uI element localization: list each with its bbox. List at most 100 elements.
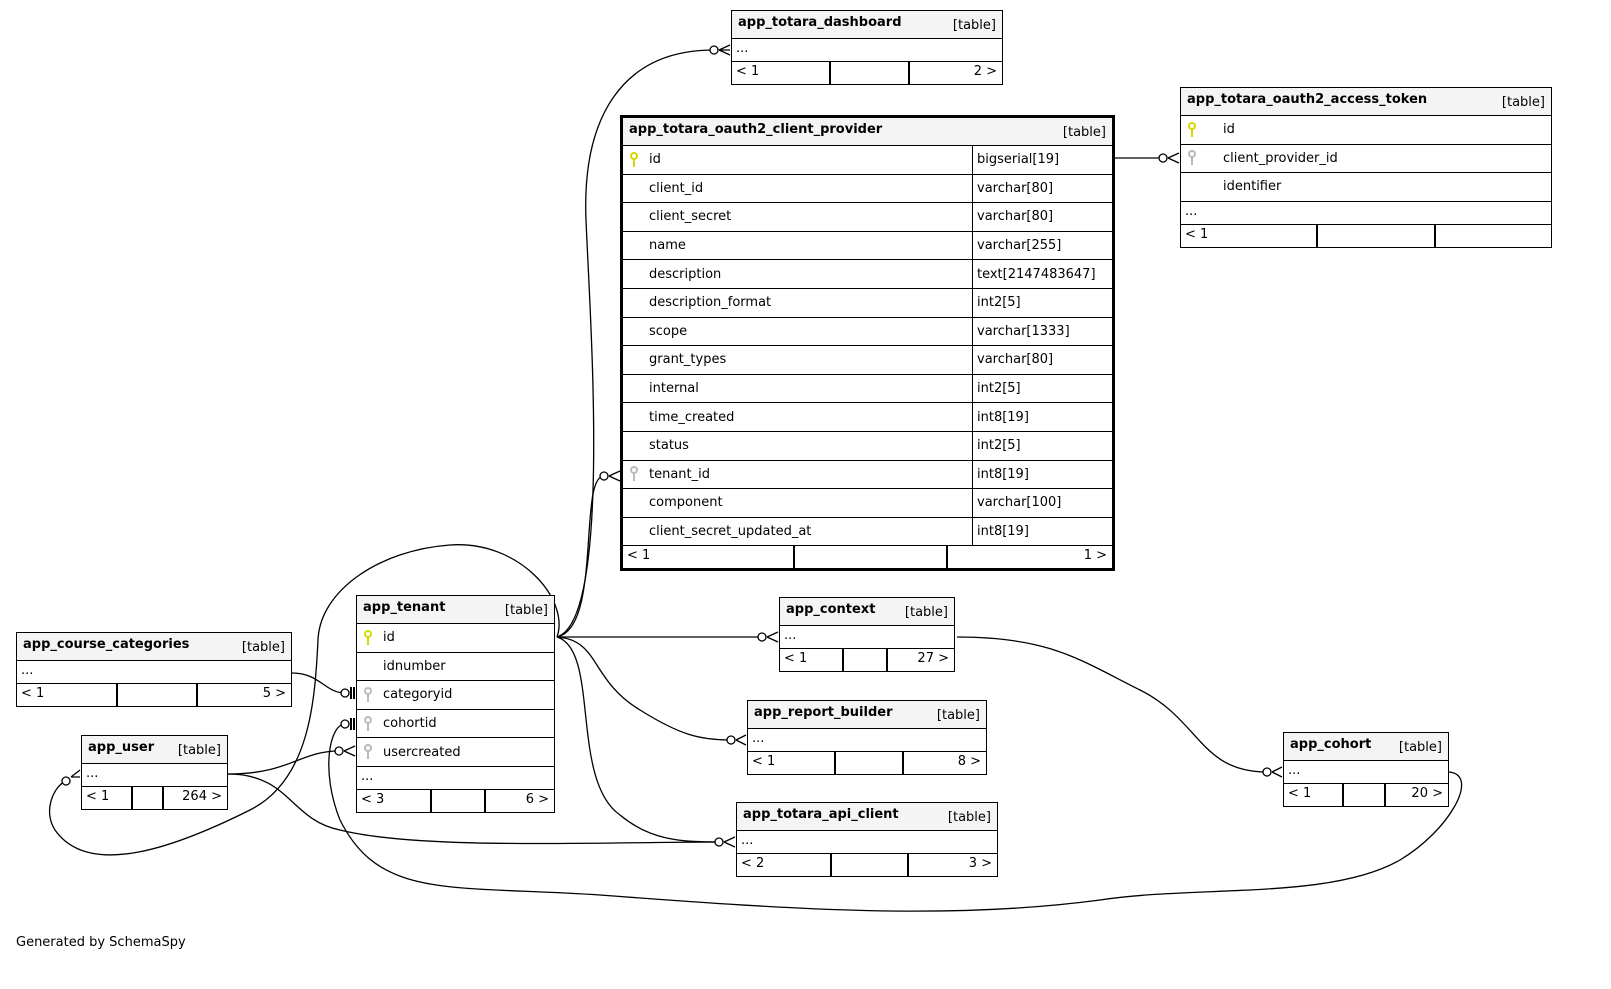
- footer-divider: [1342, 784, 1344, 806]
- no-key-spacer: [629, 524, 643, 540]
- column-type: int2[5]: [972, 431, 1112, 460]
- column-row[interactable]: categoryid: [357, 681, 554, 710]
- table-app-context[interactable]: app_context [table]... < 1 27 >: [779, 597, 955, 672]
- table-header[interactable]: app_course_categories [table]: [17, 633, 291, 661]
- column-row[interactable]: cohortid: [357, 710, 554, 739]
- children-count[interactable]: 5 >: [262, 686, 286, 701]
- children-count[interactable]: 8 >: [957, 754, 981, 769]
- column-row[interactable]: grant_types varchar[80]: [623, 346, 1112, 375]
- more-columns-row[interactable]: ...: [1181, 202, 1551, 225]
- table-header[interactable]: app_cohort [table]: [1284, 733, 1448, 761]
- column-row[interactable]: usercreated: [357, 738, 554, 767]
- column-row[interactable]: tenant_id int8[19]: [623, 460, 1112, 490]
- children-count[interactable]: 1 >: [1083, 548, 1107, 564]
- more-columns-row[interactable]: ...: [357, 767, 554, 790]
- table-footer: < 1 5 >: [17, 684, 291, 706]
- table-app-report-builder[interactable]: app_report_builder [table]... < 1 8 >: [747, 700, 987, 775]
- column-row[interactable]: identifier: [1181, 173, 1551, 202]
- column-row[interactable]: internal int2[5]: [623, 374, 1112, 404]
- primary-key-icon: [363, 629, 377, 646]
- more-columns-row[interactable]: ...: [732, 39, 1002, 62]
- more-columns-row[interactable]: ...: [780, 626, 954, 649]
- parents-count[interactable]: < 1: [1288, 786, 1312, 801]
- more-columns-row[interactable]: ...: [748, 729, 986, 752]
- foreign-key-icon: [363, 715, 377, 732]
- footer-divider: [430, 789, 432, 812]
- footer-divider: [1434, 224, 1436, 247]
- table-name: app_context: [786, 602, 876, 617]
- more-columns-row[interactable]: ...: [737, 831, 997, 854]
- parents-count[interactable]: < 1: [784, 651, 808, 666]
- parents-count[interactable]: < 3: [361, 791, 385, 807]
- column-name: categoryid: [383, 687, 453, 703]
- children-count[interactable]: 2 >: [973, 64, 997, 79]
- children-count[interactable]: 20 >: [1411, 786, 1443, 801]
- column-row[interactable]: idnumber: [357, 653, 554, 682]
- table-header[interactable]: app_totara_oauth2_access_token [table]: [1181, 88, 1551, 116]
- no-key-spacer: [629, 266, 643, 282]
- column-row[interactable]: name varchar[255]: [623, 231, 1112, 261]
- footer-divider: [1316, 224, 1318, 247]
- parents-count[interactable]: < 1: [86, 789, 110, 804]
- table-name: app_totara_oauth2_access_token: [1187, 92, 1428, 107]
- footer-divider: [162, 787, 164, 809]
- more-columns-row[interactable]: ...: [82, 764, 227, 787]
- table-app-course-categories[interactable]: app_course_categories [table]... < 1 5 >: [16, 632, 292, 707]
- table-app-totara-oauth2-client-provider[interactable]: app_totara_oauth2_client_provider [table]…: [620, 115, 1115, 572]
- column-row[interactable]: time_created int8[19]: [623, 403, 1112, 432]
- column-name: idnumber: [383, 658, 446, 674]
- column-row[interactable]: client_id varchar[80]: [623, 174, 1112, 204]
- table-app-user[interactable]: app_user [table]... < 1 264 >: [81, 735, 228, 810]
- column-row[interactable]: client_secret_updated_at int8[19]: [623, 517, 1112, 547]
- children-count[interactable]: 264 >: [182, 789, 222, 804]
- column-row[interactable]: status int2[5]: [623, 431, 1112, 461]
- footer-divider: [908, 62, 910, 84]
- column-row[interactable]: client_provider_id: [1181, 145, 1551, 174]
- table-type-label: [table]: [177, 743, 221, 758]
- children-count[interactable]: 27 >: [917, 651, 949, 666]
- column-row[interactable]: description_format int2[5]: [623, 288, 1112, 318]
- table-app-cohort[interactable]: app_cohort [table]... < 1 20 >: [1283, 732, 1449, 807]
- table-header[interactable]: app_totara_dashboard [table]: [732, 11, 1002, 39]
- table-header[interactable]: app_totara_oauth2_client_provider [table]: [623, 118, 1112, 146]
- table-app-tenant[interactable]: app_tenant [table] id idnumber categoryid coh…: [356, 595, 555, 813]
- parents-count[interactable]: < 2: [741, 856, 765, 871]
- footer-divider: [886, 649, 888, 671]
- column-row[interactable]: id bigserial[19]: [623, 146, 1112, 175]
- table-header[interactable]: app_report_builder [table]: [748, 701, 986, 729]
- parents-count[interactable]: < 1: [1185, 226, 1209, 242]
- table-header[interactable]: app_user [table]: [82, 736, 227, 764]
- column-name: grant_types: [649, 352, 727, 368]
- more-columns-row[interactable]: ...: [1284, 761, 1448, 784]
- no-key-spacer: [629, 180, 643, 196]
- edge-user-tenant: [227, 750, 340, 775]
- table-app-totara-oauth2-access-token[interactable]: app_totara_oauth2_access_token [table] id c…: [1180, 87, 1552, 248]
- column-name: time_created: [649, 409, 735, 425]
- table-header[interactable]: app_totara_api_client [table]: [737, 803, 997, 831]
- edge-tenant-api-client: [556, 636, 720, 843]
- table-name: app_report_builder: [754, 705, 893, 720]
- table-header[interactable]: app_tenant [table]: [357, 596, 554, 624]
- edge-context-cohort: [956, 636, 1268, 773]
- children-count[interactable]: 3 >: [968, 856, 992, 871]
- parents-count[interactable]: < 1: [736, 64, 760, 79]
- column-row[interactable]: id: [1181, 116, 1551, 145]
- column-row[interactable]: description text[2147483647]: [623, 260, 1112, 289]
- column-row[interactable]: component varchar[100]: [623, 489, 1112, 518]
- parents-count[interactable]: < 1: [627, 548, 651, 564]
- footer-divider: [946, 546, 948, 569]
- children-count[interactable]: 6 >: [525, 791, 549, 807]
- parents-count[interactable]: < 1: [752, 754, 776, 769]
- table-header[interactable]: app_context [table]: [780, 598, 954, 626]
- parents-count[interactable]: < 1: [21, 686, 45, 701]
- footer-divider: [131, 787, 133, 809]
- table-app-totara-api-client[interactable]: app_totara_api_client [table]... < 2 3 >: [736, 802, 998, 877]
- edge-tenant-client-provider: [556, 475, 605, 638]
- column-row[interactable]: id: [357, 624, 554, 653]
- table-app-totara-dashboard[interactable]: app_totara_dashboard [table]... < 1 2 >: [731, 10, 1003, 85]
- column-row[interactable]: scope varchar[1333]: [623, 317, 1112, 347]
- column-row[interactable]: client_secret varchar[80]: [623, 203, 1112, 232]
- more-columns-row[interactable]: ...: [17, 661, 291, 684]
- no-key-spacer: [363, 658, 377, 674]
